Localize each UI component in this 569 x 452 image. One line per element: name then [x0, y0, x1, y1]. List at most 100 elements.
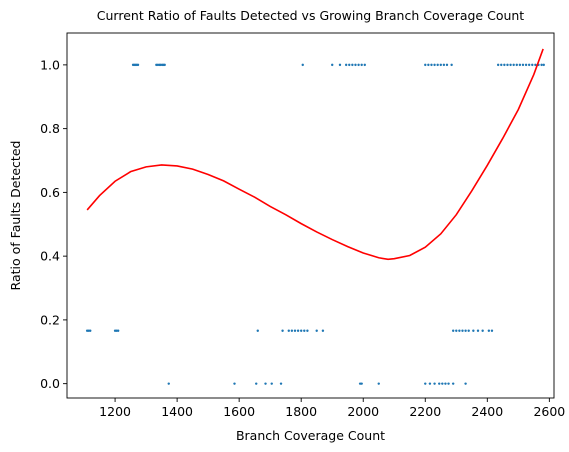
x-axis-label: Branch Coverage Count: [236, 428, 385, 443]
data-point: [351, 63, 354, 67]
data-point: [360, 63, 363, 67]
data-point: [290, 329, 294, 332]
data-point: [455, 329, 458, 332]
data-point: [509, 63, 512, 67]
data-point: [490, 329, 494, 332]
data-point: [461, 329, 464, 332]
data-point: [464, 382, 467, 385]
data-point: [534, 63, 537, 67]
y-tick-label: 0.8: [40, 121, 60, 136]
data-point: [444, 382, 447, 385]
data-point: [445, 63, 449, 67]
x-tick-label: 2200: [409, 404, 441, 419]
data-point: [540, 63, 543, 67]
data-point: [521, 63, 525, 67]
data-point: [506, 63, 509, 67]
data-point: [458, 329, 461, 332]
data-point: [293, 329, 297, 332]
data-point: [338, 63, 342, 67]
data-point: [438, 382, 441, 385]
data-point: [136, 63, 140, 67]
data-point: [89, 329, 92, 332]
data-point: [531, 63, 534, 67]
data-point: [377, 382, 380, 385]
data-point: [442, 63, 446, 67]
data-point: [433, 63, 436, 67]
data-point: [476, 329, 480, 332]
data-point: [450, 63, 453, 67]
data-point: [472, 329, 475, 332]
data-point: [363, 63, 366, 67]
data-point: [518, 63, 522, 67]
y-axis-label: Ratio of Faults Detected: [8, 141, 23, 291]
data-point: [424, 382, 427, 385]
data-point: [303, 329, 306, 332]
x-axis-ticks: 1200 1400 1600 1800 2000 2200 2400 2600: [99, 398, 565, 419]
data-point: [512, 63, 515, 67]
x-tick-label: 2000: [347, 404, 379, 419]
chart-title: Current Ratio of Faults Detected vs Grow…: [97, 8, 525, 23]
data-point: [270, 382, 273, 385]
y-tick-label: 0.6: [40, 185, 60, 200]
x-tick-label: 1200: [99, 404, 131, 419]
data-point: [500, 63, 503, 67]
data-point: [321, 329, 325, 332]
data-point: [357, 63, 360, 67]
data-point: [301, 63, 304, 67]
data-point: [233, 382, 236, 385]
data-point: [441, 382, 444, 385]
data-point: [503, 63, 506, 67]
data-point: [451, 329, 455, 332]
data-point: [348, 63, 351, 67]
y-axis-ticks: 0.0 0.2 0.4 0.6 0.8 1.0: [40, 57, 67, 391]
data-point: [163, 63, 166, 67]
data-point: [279, 382, 283, 385]
data-point: [331, 63, 334, 67]
data-point: [524, 63, 528, 67]
data-point: [116, 329, 120, 332]
data-point: [424, 63, 427, 67]
data-point: [439, 63, 442, 67]
data-point: [515, 63, 518, 67]
data-point: [487, 329, 491, 332]
data-point: [306, 329, 309, 332]
data-point: [344, 63, 348, 67]
data-point: [264, 382, 267, 385]
plot-frame: [66, 32, 555, 399]
x-tick-label: 1400: [161, 404, 193, 419]
data-point: [299, 329, 303, 332]
data-point: [542, 63, 545, 67]
data-point: [464, 329, 467, 332]
data-point: [281, 329, 284, 332]
fit-line: [86, 48, 544, 261]
data-point: [315, 329, 318, 332]
data-point: [447, 382, 450, 385]
data-point: [467, 329, 470, 332]
y-tick-label: 0.0: [40, 376, 60, 391]
x-tick-label: 1800: [285, 404, 317, 419]
x-tick-label: 1600: [223, 404, 255, 419]
data-point: [527, 63, 531, 67]
data-point: [428, 382, 432, 385]
data-point: [255, 382, 258, 385]
data-point: [287, 329, 290, 332]
data-point: [296, 329, 300, 332]
scatter-points: [85, 63, 545, 385]
data-point: [436, 63, 439, 67]
data-point: [256, 329, 259, 332]
plot-area: 1200 1400 1600 1800 2000 2200 2400 2600 0.00.20…: [40, 32, 565, 419]
y-tick-label: 0.2: [40, 312, 60, 327]
data-point: [360, 382, 363, 385]
x-tick-label: 2400: [471, 404, 503, 419]
y-tick-label: 0.4: [40, 249, 60, 264]
data-point: [496, 63, 500, 67]
data-point: [433, 382, 436, 385]
data-point: [427, 63, 430, 67]
data-point: [354, 63, 357, 67]
data-point: [167, 382, 170, 385]
y-tick-label: 1.0: [40, 57, 60, 72]
data-point: [430, 63, 433, 67]
